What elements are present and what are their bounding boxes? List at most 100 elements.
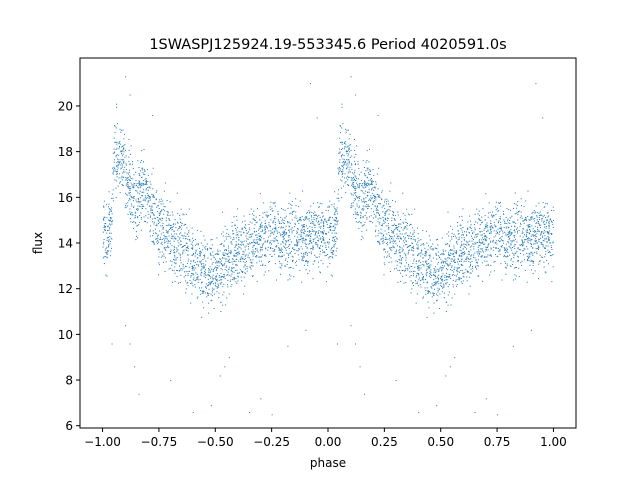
data-point xyxy=(417,267,419,269)
data-point xyxy=(302,226,304,228)
data-point xyxy=(464,272,466,274)
data-point xyxy=(193,269,195,271)
data-point xyxy=(451,270,453,272)
data-point xyxy=(287,253,289,255)
data-point xyxy=(547,238,549,240)
data-point xyxy=(506,234,508,236)
data-point xyxy=(143,184,145,186)
data-point xyxy=(118,154,120,156)
data-point xyxy=(548,237,550,239)
data-point xyxy=(431,287,433,289)
data-point xyxy=(529,219,531,221)
data-point xyxy=(542,216,544,218)
data-point xyxy=(237,248,239,250)
data-point xyxy=(194,284,196,286)
data-point xyxy=(114,151,116,153)
data-point xyxy=(391,220,393,222)
data-point xyxy=(453,260,455,262)
data-point xyxy=(314,224,316,226)
data-point xyxy=(149,231,151,233)
data-point xyxy=(446,233,448,235)
data-point xyxy=(192,274,194,276)
data-point xyxy=(140,218,142,220)
data-point xyxy=(500,237,502,239)
data-point xyxy=(538,263,540,265)
data-point xyxy=(292,259,294,261)
data-point xyxy=(128,173,130,175)
data-point xyxy=(192,412,194,414)
data-point xyxy=(314,211,316,213)
data-point xyxy=(273,250,275,252)
data-point xyxy=(468,266,470,268)
data-point xyxy=(380,232,382,234)
data-point xyxy=(513,240,515,242)
data-point xyxy=(205,246,207,248)
data-point xyxy=(156,211,158,213)
data-point xyxy=(296,250,298,252)
data-point xyxy=(484,239,486,241)
data-point xyxy=(445,250,447,252)
data-point xyxy=(550,242,552,244)
data-point xyxy=(247,239,249,241)
data-point xyxy=(422,277,424,279)
data-point xyxy=(148,197,150,199)
data-point xyxy=(125,179,127,181)
data-point xyxy=(230,253,232,255)
data-point xyxy=(161,217,163,219)
data-point xyxy=(347,129,349,131)
data-point xyxy=(202,267,204,269)
data-point xyxy=(240,240,242,242)
data-point xyxy=(342,161,344,163)
data-point xyxy=(365,185,367,187)
data-point xyxy=(528,224,530,226)
data-point xyxy=(335,240,337,242)
data-point xyxy=(152,203,154,205)
data-point xyxy=(536,242,538,244)
data-point xyxy=(346,177,348,179)
data-point xyxy=(287,239,289,241)
data-point xyxy=(324,218,326,220)
data-point xyxy=(317,240,319,241)
data-point xyxy=(461,255,463,257)
data-point xyxy=(108,206,109,208)
data-point xyxy=(301,260,303,262)
data-point xyxy=(538,238,540,240)
data-point xyxy=(485,398,487,400)
data-point xyxy=(461,264,463,266)
data-point xyxy=(271,231,273,233)
data-point xyxy=(129,153,131,155)
data-point xyxy=(290,207,292,209)
data-point xyxy=(192,285,194,287)
data-point xyxy=(522,220,524,222)
data-point xyxy=(477,246,479,248)
data-point xyxy=(105,248,107,250)
data-point xyxy=(313,260,315,262)
data-point xyxy=(360,190,362,192)
data-point xyxy=(403,245,405,247)
data-point xyxy=(199,261,201,263)
data-point xyxy=(537,230,539,232)
data-point xyxy=(180,274,182,276)
data-point xyxy=(152,241,154,243)
data-point xyxy=(368,173,370,175)
data-point xyxy=(245,224,247,226)
data-point xyxy=(157,249,159,251)
data-point xyxy=(232,258,234,260)
data-point xyxy=(450,249,452,251)
data-point xyxy=(366,185,368,187)
data-point xyxy=(425,289,427,291)
data-point xyxy=(109,220,111,222)
data-point xyxy=(501,245,503,247)
data-point xyxy=(235,229,237,231)
data-point xyxy=(240,235,242,237)
y-tick-label: 18 xyxy=(58,145,73,159)
data-point xyxy=(242,253,244,255)
data-point xyxy=(455,253,457,255)
data-point xyxy=(318,240,320,242)
data-point xyxy=(221,233,223,235)
data-point xyxy=(136,183,138,185)
data-point xyxy=(346,129,348,131)
data-point xyxy=(507,241,509,243)
data-point xyxy=(381,206,383,208)
data-point xyxy=(370,208,372,210)
